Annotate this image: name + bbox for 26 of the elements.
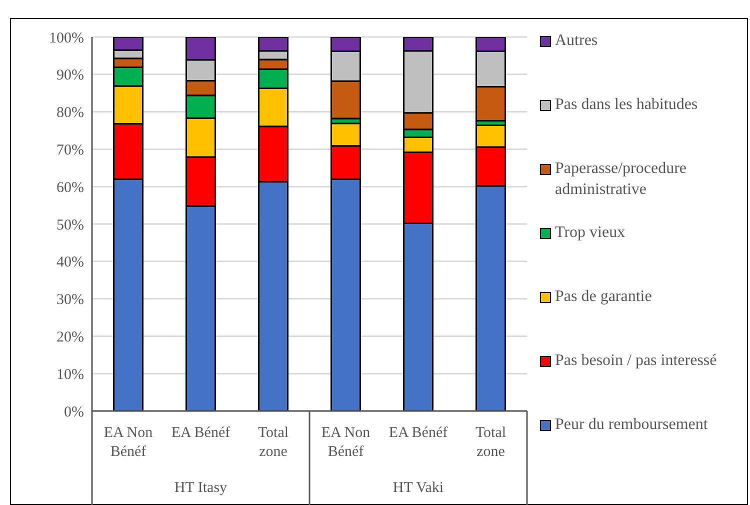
x-tick-label: EA Non Bénéf [104,425,154,460]
legend-label: Pas de garantie [555,287,652,307]
y-tick-label: 10% [56,366,84,383]
y-tick-label: 50% [56,217,84,234]
y-tick-label: 90% [56,68,84,84]
legend-label: Pas besoin / pas interessé [555,351,717,371]
y-tick-label: 100% [49,30,84,46]
y-tick-label: 40% [56,254,84,271]
legend-label: Autres [555,31,598,51]
legend-label: Pas dans les habitudes [555,95,698,115]
x-tick-label: EA Bénéf [388,425,448,441]
x-tick-label: EA Non Bénéf [321,425,371,460]
y-tick-label: 0% [64,404,84,420]
y-tick-label: 70% [56,142,84,159]
legend-label: Trop vieux [555,223,626,243]
legend-label: Peur du remboursement [555,415,708,435]
text: HT Itasy [174,480,228,496]
x-tick-label: EA Bénéf [171,425,230,441]
text: HT Vaki [392,480,444,496]
x-tick-label: Total zone [475,425,506,460]
y-tick-label: 60% [56,180,84,196]
y-tick-label: 20% [56,330,84,346]
legend-label: Paperasse/procedure administrative [555,159,688,200]
x-tick-label: Total zone [258,425,289,460]
y-tick-label: 30% [56,292,84,308]
y-tick-label: 80% [56,105,84,122]
